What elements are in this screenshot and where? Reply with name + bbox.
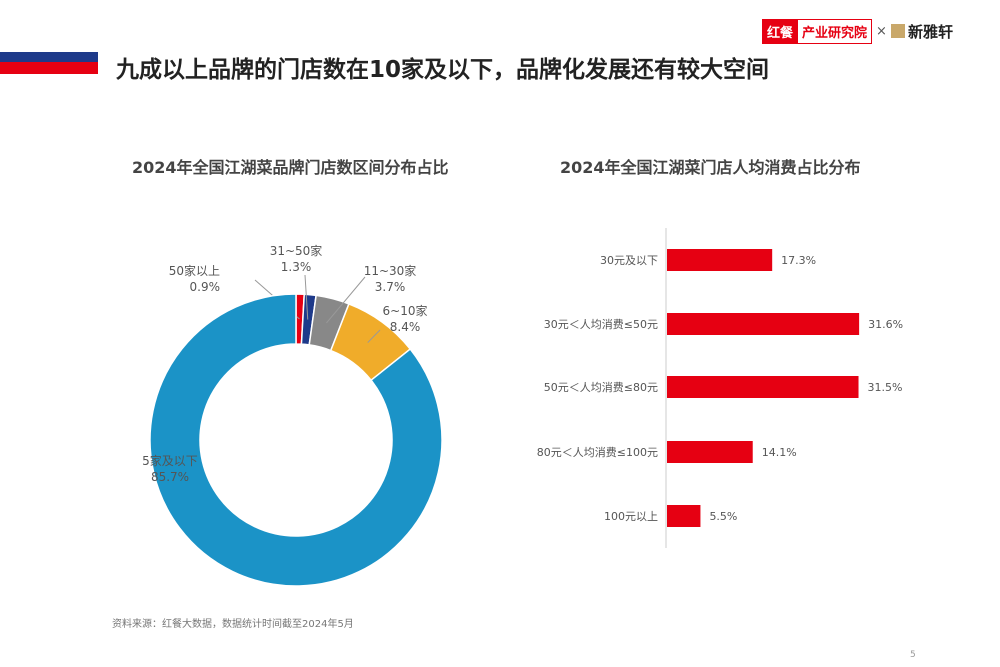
source-note: 资料来源：红餐大数据，数据统计时间截至2024年5月 (112, 619, 354, 630)
slice-value: 3.7% (375, 280, 406, 294)
partner-logo-text: 新雅轩 (907, 22, 953, 41)
bar-value-label: 14.1% (762, 446, 797, 459)
slice-value: 1.3% (281, 260, 312, 274)
bar (667, 376, 859, 398)
slice-label: 11~30家 (364, 263, 417, 278)
bar (667, 441, 753, 463)
slice-label: 5家及以下 (142, 453, 198, 468)
bar (667, 313, 860, 335)
logo: 红餐 产业研究院 × 新雅轩 (762, 18, 953, 44)
bar-category: 50元＜人均消费≤80元 (544, 380, 658, 394)
pie-chart-title: 2024年全国江湖菜品牌门店数区间分布占比 (132, 158, 449, 177)
slice-value: 8.4% (390, 320, 421, 334)
bar-value-label: 31.5% (868, 381, 903, 394)
bar-category: 30元＜人均消费≤50元 (544, 317, 658, 331)
bar-category: 30元及以下 (600, 254, 658, 267)
bar-category: 80元＜人均消费≤100元 (537, 445, 658, 459)
bar-category: 100元以上 (604, 510, 658, 523)
header-accent-blue (0, 52, 98, 62)
bar-value-label: 17.3% (781, 254, 816, 267)
slice-label: 50家以上 (169, 263, 220, 278)
slice-label: 6~10家 (383, 303, 428, 318)
partner-logo-icon (890, 24, 905, 38)
slice-value: 85.7% (151, 470, 189, 484)
bar (667, 249, 773, 271)
leader-line (367, 329, 381, 343)
pie-slice (149, 293, 443, 587)
logo-separator: × (876, 23, 887, 39)
bar-chart-title: 2024年全国江湖菜门店人均消费占比分布 (560, 158, 861, 177)
bar (667, 505, 701, 527)
slice-value: 0.9% (190, 280, 221, 294)
leader-line (304, 274, 309, 320)
page-number: 5 (910, 650, 916, 660)
bar-value-label: 5.5% (709, 510, 737, 523)
bar-value-label: 31.6% (868, 318, 903, 331)
logo-text: 产业研究院 (798, 18, 873, 44)
slice-label: 31~50家 (270, 243, 323, 258)
leader-line (326, 276, 366, 324)
header-accent-red (0, 62, 98, 74)
logo-mark: 红餐 (762, 18, 799, 44)
page-title: 九成以上品牌的门店数在10家及以下，品牌化发展还有较大空间 (116, 57, 770, 83)
